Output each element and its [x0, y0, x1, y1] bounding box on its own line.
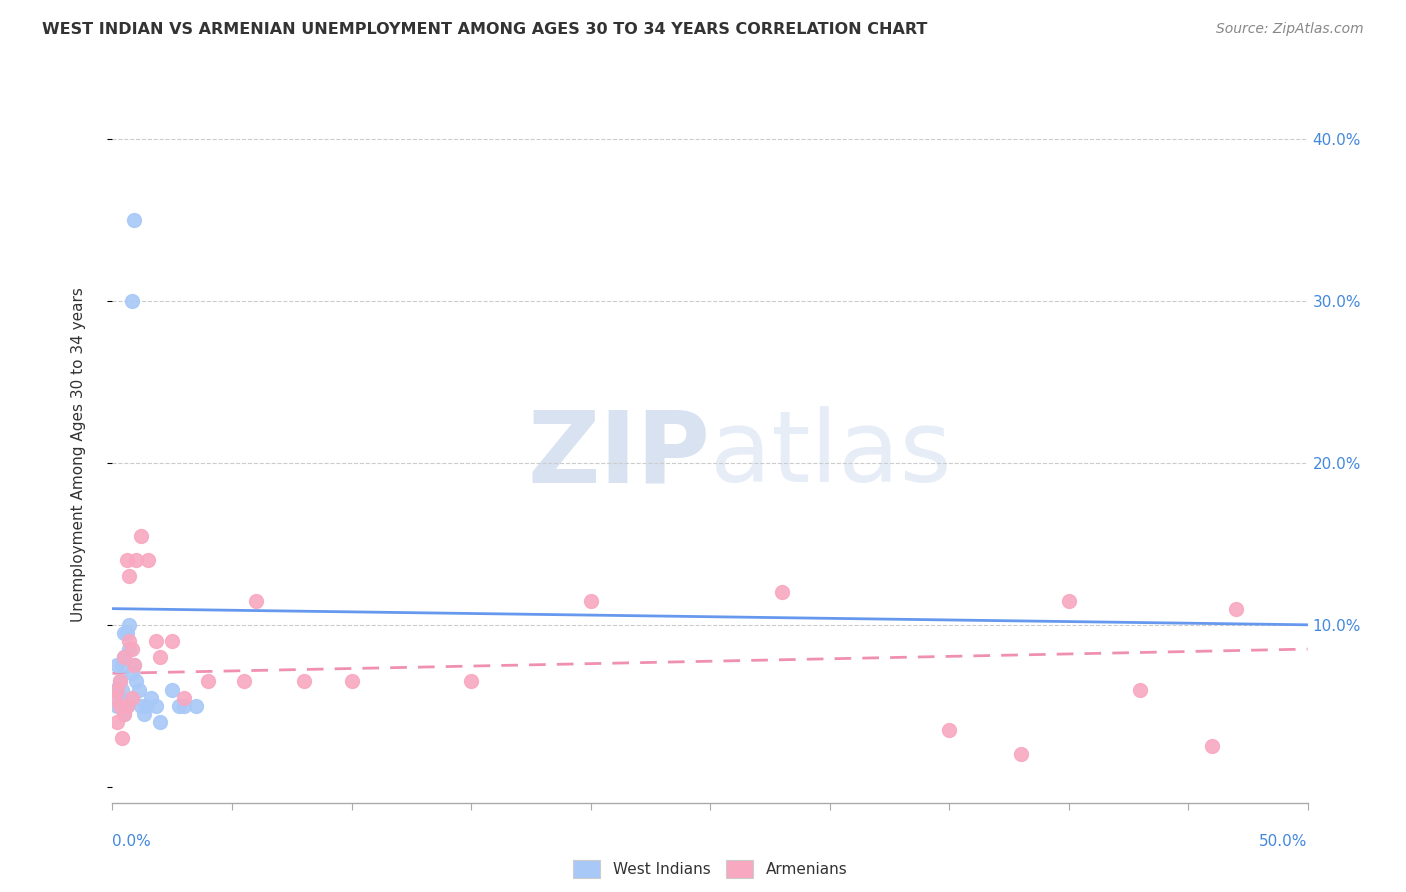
Point — [125, 674, 148, 689]
Point — [115, 626, 138, 640]
Point — [197, 674, 219, 689]
Point — [340, 674, 363, 689]
Point — [108, 674, 131, 689]
Point — [108, 698, 131, 713]
Text: atlas: atlas — [710, 407, 952, 503]
Point — [173, 690, 195, 705]
Point — [118, 642, 141, 657]
Point — [125, 553, 148, 567]
Point — [292, 674, 315, 689]
Point — [105, 714, 128, 729]
Point — [149, 650, 172, 665]
Point — [118, 569, 141, 583]
Point — [104, 682, 127, 697]
Point — [173, 698, 195, 713]
Text: 0.0%: 0.0% — [112, 834, 152, 849]
Y-axis label: Unemployment Among Ages 30 to 34 years: Unemployment Among Ages 30 to 34 years — [72, 287, 86, 623]
Point — [149, 714, 172, 729]
Point — [460, 674, 482, 689]
Point — [114, 650, 135, 665]
Point — [121, 294, 143, 309]
Point — [111, 731, 134, 745]
Point — [162, 634, 183, 648]
Point — [938, 723, 960, 737]
Point — [111, 658, 134, 673]
Point — [105, 682, 128, 697]
Point — [115, 698, 138, 713]
Point — [579, 593, 602, 607]
Legend: West Indians, Armenians: West Indians, Armenians — [565, 853, 855, 886]
Point — [770, 585, 793, 599]
Point — [118, 634, 141, 648]
Text: Source: ZipAtlas.com: Source: ZipAtlas.com — [1216, 22, 1364, 37]
Point — [121, 666, 143, 681]
Point — [121, 642, 143, 657]
Point — [114, 706, 135, 721]
Point — [138, 553, 160, 567]
Point — [115, 553, 138, 567]
Point — [135, 698, 157, 713]
Point — [122, 658, 145, 673]
Point — [114, 626, 135, 640]
Point — [132, 706, 155, 721]
Point — [111, 682, 134, 697]
Point — [115, 698, 138, 713]
Point — [245, 593, 267, 607]
Text: 50.0%: 50.0% — [1260, 834, 1308, 849]
Point — [114, 706, 135, 721]
Point — [128, 682, 150, 697]
Point — [145, 634, 167, 648]
Point — [139, 690, 162, 705]
Point — [1129, 682, 1152, 697]
Point — [118, 617, 141, 632]
Text: WEST INDIAN VS ARMENIAN UNEMPLOYMENT AMONG AGES 30 TO 34 YEARS CORRELATION CHART: WEST INDIAN VS ARMENIAN UNEMPLOYMENT AMO… — [42, 22, 928, 37]
Point — [105, 698, 128, 713]
Point — [169, 698, 191, 713]
Point — [1057, 593, 1080, 607]
Point — [145, 698, 167, 713]
Point — [129, 698, 152, 713]
Point — [108, 690, 131, 705]
Point — [122, 658, 145, 673]
Point — [232, 674, 256, 689]
Point — [1010, 747, 1032, 762]
Point — [186, 698, 208, 713]
Text: ZIP: ZIP — [527, 407, 710, 503]
Point — [121, 690, 143, 705]
Point — [105, 658, 128, 673]
Point — [122, 213, 145, 227]
Point — [129, 529, 152, 543]
Point — [108, 674, 131, 689]
Point — [121, 690, 143, 705]
Point — [162, 682, 183, 697]
Point — [1201, 739, 1223, 754]
Point — [1225, 601, 1247, 615]
Point — [114, 650, 135, 665]
Point — [104, 690, 127, 705]
